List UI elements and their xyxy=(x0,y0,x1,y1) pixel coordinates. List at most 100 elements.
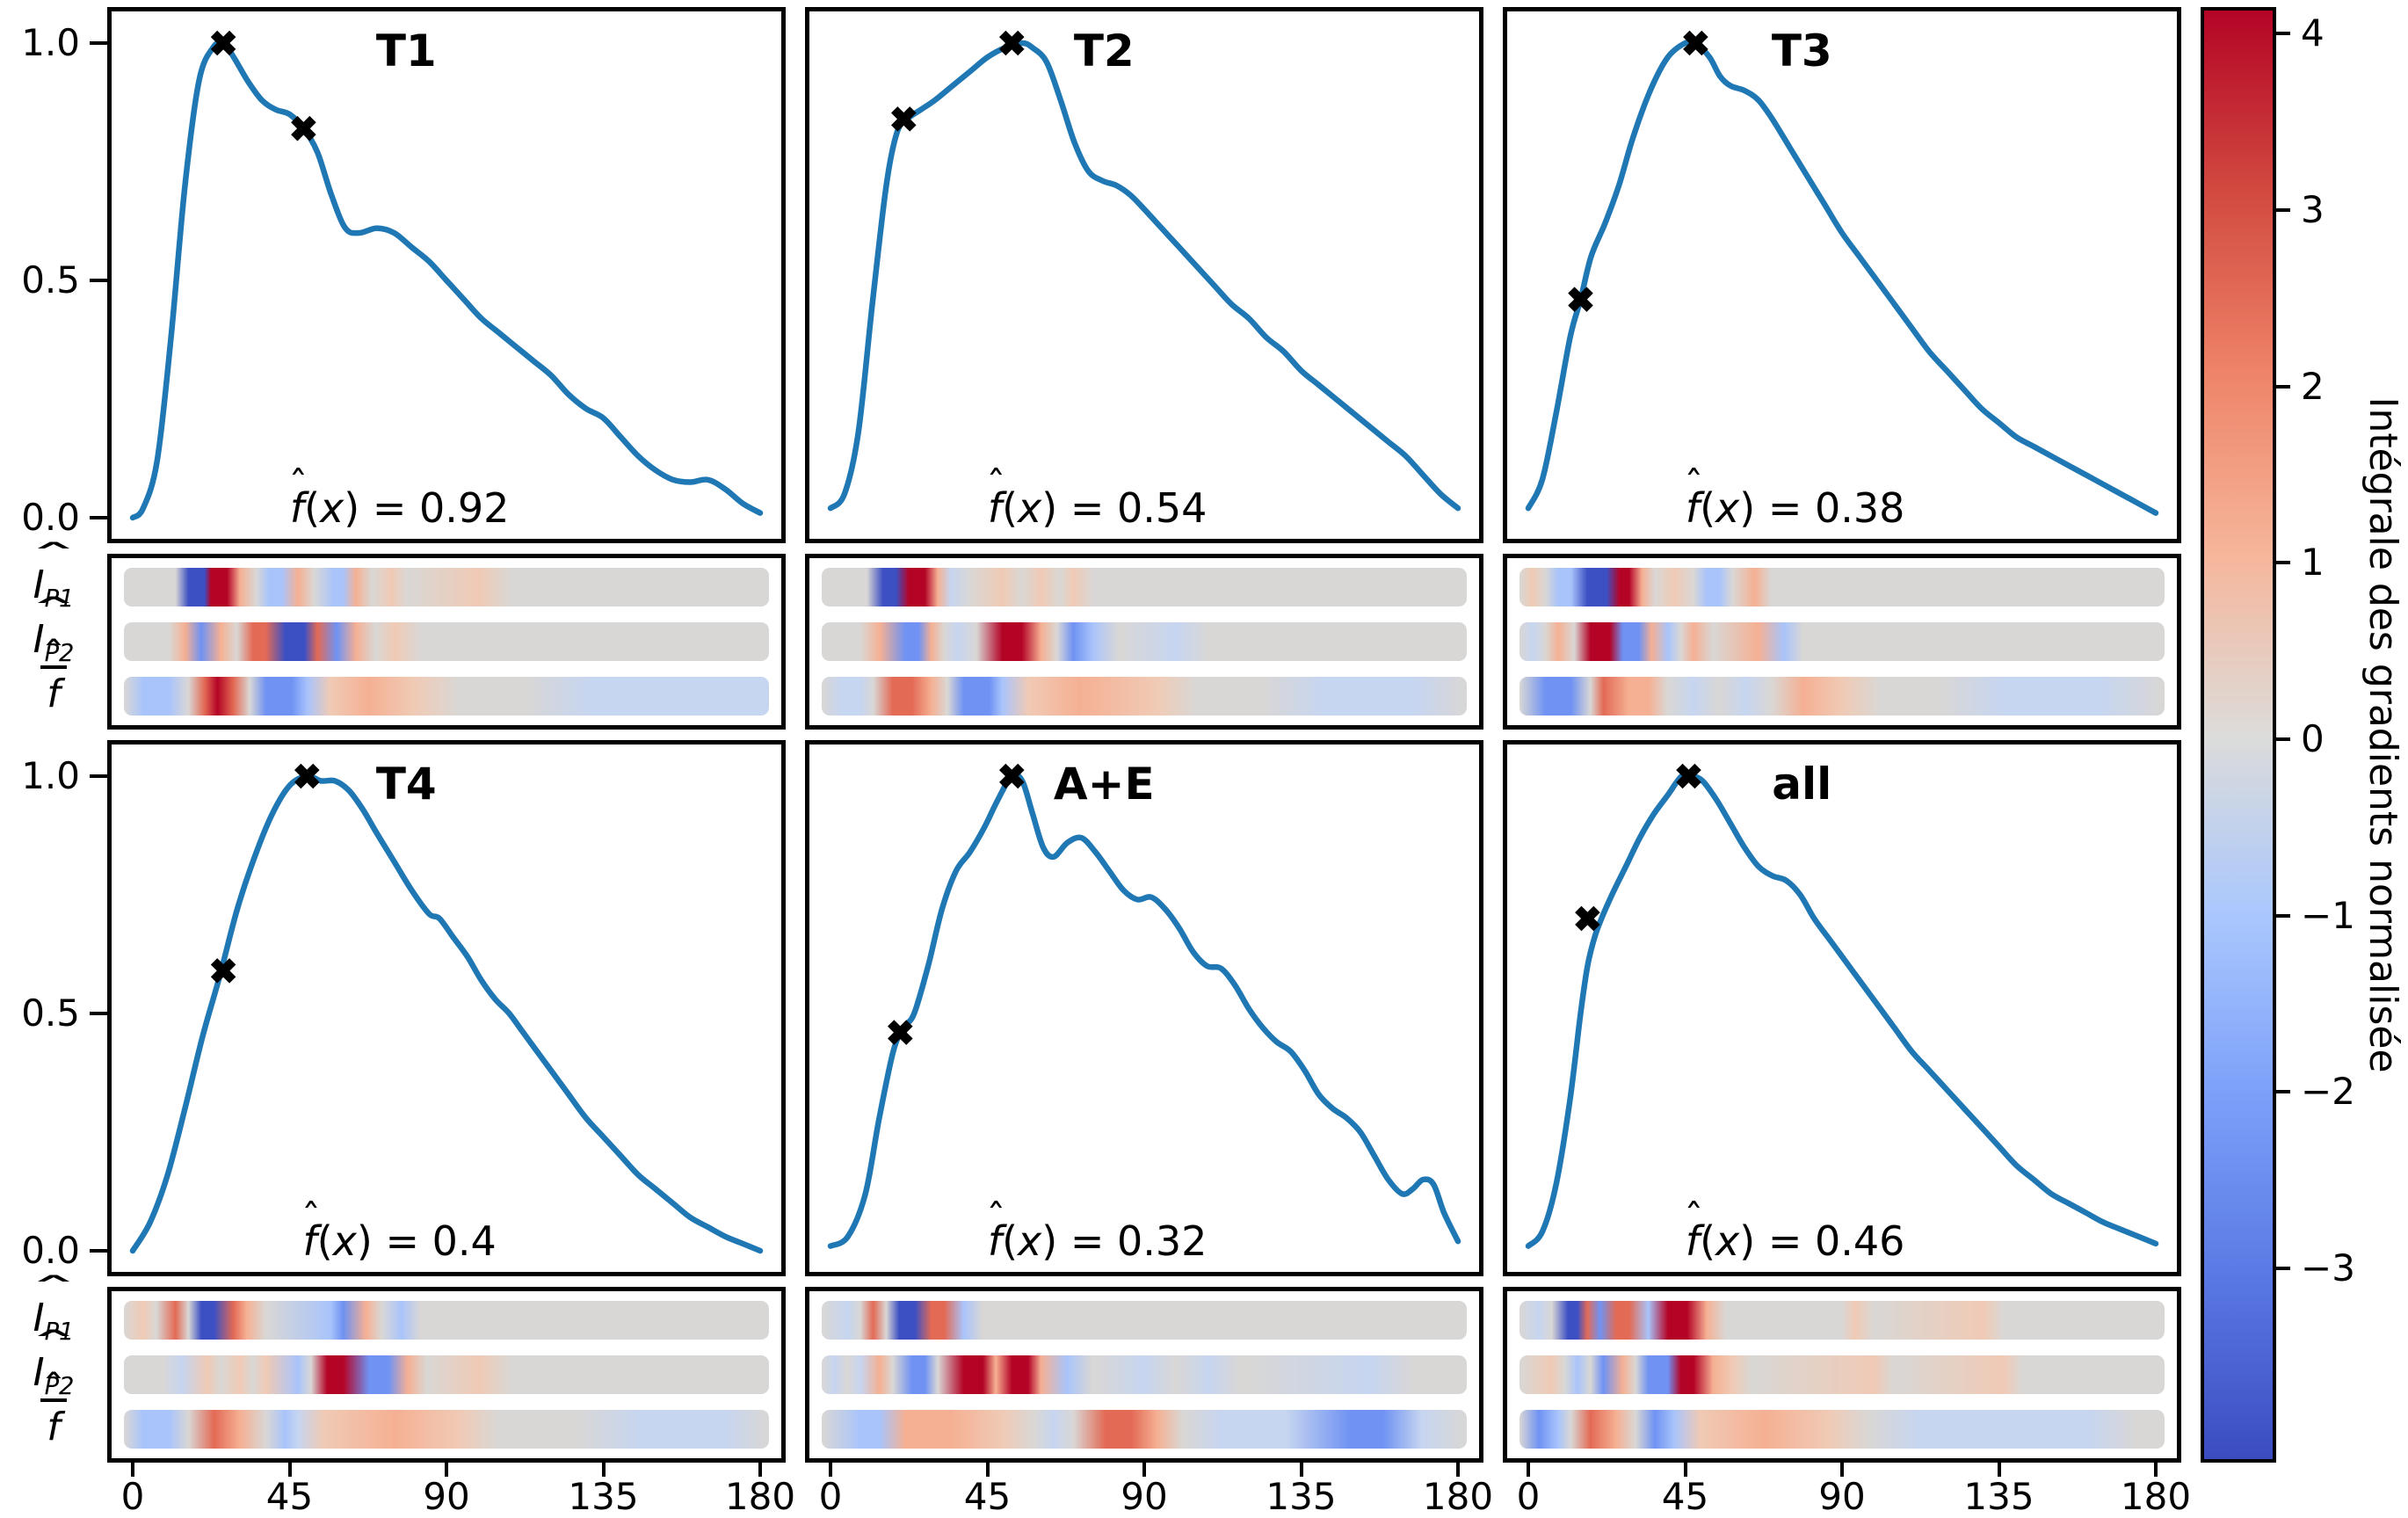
colorbar-tick-label: 4 xyxy=(2301,11,2325,55)
heatmap-strip-p1 xyxy=(124,1301,769,1340)
heatmap-strip-panel: ˆ IP1 ˆ IP2 ˆ f xyxy=(28,541,786,730)
strip-row-label-p2: ˆ IP2 xyxy=(10,593,98,675)
colorbar-tick-label: 1 xyxy=(2301,541,2325,585)
heatmap-strip-p2 xyxy=(822,1355,1467,1394)
colorbar-tick-mark xyxy=(2276,207,2290,212)
math-symbol: ˆ IP2 xyxy=(28,593,79,667)
heatmap-strip-f xyxy=(124,677,769,715)
x-tick-mark xyxy=(131,1463,134,1477)
hat-accent: ˆ xyxy=(1684,1195,1704,1241)
x-tick-mark xyxy=(1997,1463,2001,1477)
x-tick-mark xyxy=(1456,1463,1460,1477)
panel-title: T2 xyxy=(1073,25,1135,76)
x-tick-label: 90 xyxy=(1121,1475,1168,1518)
fhat-equation: (x) = 0.54 xyxy=(1002,484,1208,532)
colorbar-tick-label: −1 xyxy=(2301,893,2355,937)
math-symbol: ˆ IP1 xyxy=(28,539,79,613)
fhat-annotation: ˆ f(x) = 0.38 xyxy=(1684,462,1904,532)
x-tick-label: 45 xyxy=(1661,1475,1709,1518)
colorbar-tick-mark xyxy=(2276,913,2290,918)
strip-row-label-p1: ˆ IP1 xyxy=(10,539,98,621)
x-marker xyxy=(999,30,1025,56)
heatmap-strip-p1 xyxy=(1520,568,2165,606)
heatmap-strip-p2 xyxy=(1520,1355,2165,1394)
colorbar-tick-mark xyxy=(2276,384,2290,389)
x-marker xyxy=(999,763,1025,789)
curve-plot xyxy=(129,30,764,521)
heatmap-strip-panel xyxy=(805,554,1483,730)
heatmap-strip-f xyxy=(822,1410,1467,1449)
y-tick-label: 0.0 xyxy=(21,496,80,539)
x-tick-mark xyxy=(829,1463,832,1477)
math-symbol: ˆ IP2 xyxy=(28,1326,79,1400)
bar-accent xyxy=(40,1398,67,1402)
strip-row-label-p2: ˆ IP2 xyxy=(10,1326,98,1408)
panel-grid: T1 ˆ f(x) = 0.92 1.0 0.5 0.0 T2 ˆ f(x) = 0.5… xyxy=(21,7,2191,1515)
colorbar-tick-mark xyxy=(2276,1090,2290,1094)
density-curve xyxy=(1525,38,2159,516)
heatmap-strip-f xyxy=(1520,677,2165,715)
x-marker xyxy=(1676,763,1701,789)
curve-plot xyxy=(1525,30,2159,516)
x-tick-mark xyxy=(1683,1463,1687,1477)
fhat-annotation: ˆ f(x) = 0.4 xyxy=(301,1200,497,1265)
curve-plot xyxy=(1525,763,2159,1249)
panel-title: T4 xyxy=(375,759,437,810)
x-marker xyxy=(291,115,316,142)
y-tick-mark xyxy=(90,774,107,778)
heatmap-strip-f xyxy=(1520,1410,2165,1449)
y-tick-mark xyxy=(90,41,107,45)
x-tick-mark xyxy=(1142,1463,1146,1477)
panel-title: T3 xyxy=(1771,25,1832,76)
x-tick-mark xyxy=(1527,1463,1530,1477)
fhat-annotation: ˆ f(x) = 0.54 xyxy=(986,467,1208,532)
widehat-accent: ˆ xyxy=(28,1326,79,1367)
curve-plot xyxy=(827,763,1461,1249)
hat-accent: ˆ xyxy=(986,1195,1006,1241)
curve-panel: T1 ˆ f(x) = 0.92 1.0 0.5 0.0 xyxy=(21,7,786,543)
heatmap-strip-p2 xyxy=(124,622,769,661)
y-tick-label: 0.5 xyxy=(21,258,80,301)
hat-accent: ˆ xyxy=(301,1195,321,1241)
x-tick-label: 0 xyxy=(818,1475,843,1518)
x-tick-mark xyxy=(601,1463,606,1477)
x-marker xyxy=(210,30,236,56)
heatmap-strip-panel: ˆ IP1 ˆ IP2 ˆ f 0 45 90 135 180 xyxy=(28,1275,795,1515)
fhat-annotation: ˆ f(x) = 0.46 xyxy=(1684,1195,1904,1265)
x-marker xyxy=(891,106,917,132)
heatmap-strip-panel: 0 45 90 135 180 xyxy=(1503,1287,2191,1515)
colorbar-tick-mark xyxy=(2276,737,2290,742)
x-tick-label: 0 xyxy=(120,1475,145,1518)
colorbar-gradient xyxy=(2201,7,2276,1463)
strip-row-label-p1: ˆ IP1 xyxy=(10,1275,98,1354)
curve-panel: T4 ˆ f(x) = 0.4 1.0 0.5 0.0 xyxy=(21,740,786,1276)
colorbar: 4 3 2 1 0 −1 −2 −3 Intégrale des gradients norm… xyxy=(2201,7,2408,1463)
heatmap-strip-p1 xyxy=(124,568,769,606)
heatmap-strip-p2 xyxy=(822,622,1467,661)
x-marker xyxy=(888,1020,913,1045)
hat-accent: ˆ xyxy=(288,462,308,508)
panel-title: all xyxy=(1772,759,1832,810)
widehat-accent: ˆ xyxy=(28,1272,79,1312)
x-tick-mark xyxy=(758,1463,762,1477)
fhat-annotation: ˆ f(x) = 0.92 xyxy=(288,462,509,532)
panel-title: A+E xyxy=(1053,759,1155,810)
x-tick-mark xyxy=(445,1463,448,1477)
y-tick-mark xyxy=(90,516,107,519)
hat-accent: ˆ xyxy=(986,462,1006,508)
heatmap-strip-panel: 0 45 90 135 180 xyxy=(805,1287,1493,1515)
colorbar-tick-mark xyxy=(2276,32,2290,36)
curve-panel: all ˆ f(x) = 0.46 xyxy=(1503,740,2181,1276)
x-marker xyxy=(210,958,236,984)
fhat-equation: (x) = 0.4 xyxy=(316,1217,497,1265)
heatmap-strip-f xyxy=(124,1410,769,1449)
x-tick-label: 90 xyxy=(423,1475,470,1518)
heatmap-strip-p1 xyxy=(822,568,1467,606)
density-curve xyxy=(129,773,764,1254)
